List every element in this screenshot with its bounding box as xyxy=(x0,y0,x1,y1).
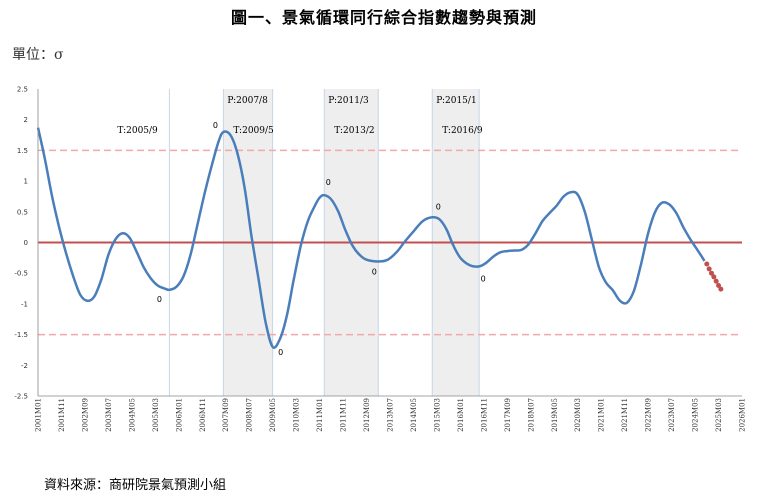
y-tick-label: -2.5 xyxy=(14,393,28,401)
peak-label: P:2007/8 xyxy=(227,96,268,106)
y-tick-label: 0.5 xyxy=(17,208,28,216)
x-tick-label: 2003M07 xyxy=(105,398,113,432)
forecast-point xyxy=(713,278,719,284)
y-tick-label: 2.5 xyxy=(17,86,28,94)
x-tick-label: 2018M07 xyxy=(527,398,535,432)
forecast-point xyxy=(704,261,710,267)
x-tick-label: 2017M09 xyxy=(504,398,512,432)
x-tick-label: 2019M05 xyxy=(551,398,559,432)
x-tick-label: 2008M07 xyxy=(246,398,254,432)
unit-label: 單位：σ xyxy=(12,47,64,63)
x-tick-label: 2002M09 xyxy=(81,398,89,432)
x-tick-label: 2015M03 xyxy=(433,398,441,432)
x-tick-label: 2010M03 xyxy=(293,398,301,432)
trough-label: T:2005/9 xyxy=(117,126,158,136)
x-tick-label: 2004M05 xyxy=(128,398,136,432)
forecast-point xyxy=(716,282,722,288)
x-tick-label: 2011M11 xyxy=(340,398,348,432)
y-tick-label: 2 xyxy=(24,116,28,124)
y-tick-label: 1.5 xyxy=(17,147,28,155)
forecast-point xyxy=(706,266,712,272)
x-tick-label: 2012M09 xyxy=(363,398,371,432)
x-tick-label: 2020M03 xyxy=(574,398,582,432)
peak-label: P:2011/3 xyxy=(328,96,369,106)
x-tick-label: 2021M01 xyxy=(598,398,606,432)
y-tick-label: -0.5 xyxy=(14,270,28,278)
turning-point-label: 0 xyxy=(481,274,486,283)
x-tick-label: 2001M01 xyxy=(35,398,43,432)
x-tick-label: 2023M07 xyxy=(668,398,676,432)
x-tick-label: 2009M05 xyxy=(269,398,277,432)
x-tick-label: 2025M03 xyxy=(715,398,723,432)
x-tick-label: 2024M05 xyxy=(692,398,700,432)
turning-point-label: 0 xyxy=(326,178,331,187)
y-tick-label: -1 xyxy=(21,300,28,308)
x-tick-label: 2022M09 xyxy=(645,398,653,432)
x-tick-label: 2006M11 xyxy=(199,398,207,432)
forecast-point xyxy=(718,286,724,292)
trough-label: T:2016/9 xyxy=(442,126,483,136)
y-tick-label: -1.5 xyxy=(14,331,28,339)
x-tick-label: 2006M01 xyxy=(175,398,183,432)
y-tick-label: -2 xyxy=(21,362,28,370)
chart-title: 圖一、景氣循環同行綜合指數趨勢與預測 xyxy=(230,8,537,27)
x-tick-label: 2021M11 xyxy=(621,398,629,432)
forecast-point xyxy=(708,270,714,276)
x-tick-label: 2001M11 xyxy=(58,398,66,432)
forecast-point xyxy=(711,274,717,280)
x-tick-label: 2016M11 xyxy=(480,398,488,432)
x-tick-label: 2007M09 xyxy=(222,398,230,432)
turning-point-label: 0 xyxy=(213,121,218,130)
trough-label: T:2009/5 xyxy=(233,126,274,136)
turning-point-label: 0 xyxy=(278,348,283,357)
x-tick-label: 2026M01 xyxy=(739,398,747,432)
x-tick-label: 2014M05 xyxy=(410,398,418,432)
x-tick-label: 2016M01 xyxy=(457,398,465,432)
y-tick-label: 1 xyxy=(24,178,28,186)
turning-point-label: 0 xyxy=(436,202,441,211)
x-tick-label: 2005M03 xyxy=(152,398,160,432)
coincident-index-line xyxy=(36,127,706,349)
turning-point-label: 0 xyxy=(372,268,377,277)
source-label: 資料來源：商研院景氣預測小組 xyxy=(44,478,227,493)
turning-point-label: 0 xyxy=(157,295,162,304)
trough-label: T:2013/2 xyxy=(334,126,374,136)
y-tick-label: 0 xyxy=(24,239,28,247)
x-tick-label: 2011M01 xyxy=(316,398,324,432)
x-tick-label: 2013M07 xyxy=(387,398,395,432)
peak-label: P:2015/1 xyxy=(436,96,476,106)
